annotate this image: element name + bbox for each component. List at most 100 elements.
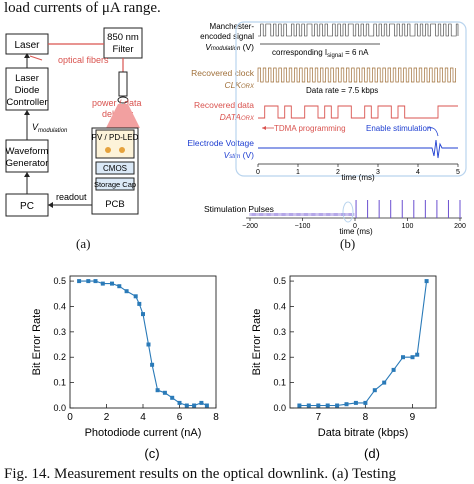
y-tick-label: 0.2 [273, 352, 286, 362]
data-point [363, 400, 368, 405]
sig1-label-3: Vmodulation (V) [205, 42, 254, 52]
tick-label: −100 [295, 223, 311, 230]
y-tick-label: 0.3 [53, 327, 66, 337]
ldc-label-2: Diode [15, 85, 40, 96]
caption-a: (a) [76, 236, 91, 251]
arrow-head [48, 202, 53, 208]
power-data-label-1: power / data [92, 98, 142, 108]
tick-label: 1 [296, 169, 300, 176]
tick-label: 0 [256, 169, 260, 176]
data-point [391, 367, 396, 372]
plot-frame [69, 275, 217, 409]
data-point [146, 342, 151, 347]
manchester-trace [258, 23, 459, 37]
y-tick-label: 0.5 [273, 276, 286, 286]
tick-label: 200 [454, 223, 466, 230]
pc-label: PC [20, 201, 34, 212]
panel-b-waveforms: Manchester- encoded signal Vmodulation (… [187, 21, 467, 236]
arrow-head [24, 172, 30, 177]
ldc-label-1: Laser [15, 73, 39, 84]
data-point [297, 403, 302, 408]
y-axis-label: Bit Error Rate [251, 309, 263, 376]
laser-diode-controller-box [5, 67, 49, 111]
x-tick-label: 7 [315, 412, 321, 423]
electrode-trace [258, 139, 458, 159]
stim-pulses-label: Stimulation Pulses [204, 204, 274, 214]
zoom-marker [342, 201, 354, 223]
laser-label: Laser [14, 40, 40, 51]
data-point [155, 388, 160, 393]
data-point [204, 403, 209, 408]
body-text-top: load currents of μA range. [4, 0, 161, 16]
filter-label-2: Filter [112, 44, 133, 55]
data-point [117, 284, 122, 289]
chart-caption: (c) [144, 446, 159, 461]
y-tick-label: 0.4 [53, 301, 66, 311]
data-point [401, 355, 405, 360]
data-rate-label: Data rate = 7.5 kbps [306, 86, 378, 95]
led-icon [119, 147, 125, 153]
optical-fibers-label: optical fibers [58, 55, 109, 65]
x-axis-label: Data bitrate (kbps) [318, 427, 408, 439]
data-point [86, 279, 91, 284]
data-point [410, 355, 415, 360]
data-point [100, 281, 105, 286]
ldc-label-3: Controller [6, 97, 47, 108]
y-tick-label: 0.5 [53, 276, 66, 286]
caption-b: (b) [340, 236, 356, 251]
y-tick-label: 0.1 [273, 378, 286, 388]
data-point [306, 403, 311, 408]
wfg-label-2: Generator [6, 158, 49, 169]
arrow-head [262, 126, 266, 130]
data-point [325, 403, 330, 408]
time-label-bottom: time (ms) [339, 227, 373, 236]
clock-trace [257, 67, 456, 83]
tick-label: 2 [336, 169, 340, 176]
data-point [415, 352, 420, 357]
sig4-label-2: Vstim (V) [224, 150, 255, 160]
data-point [353, 400, 358, 405]
data-point [124, 289, 129, 294]
ber-charts: 0.0 0.1 0.2 0.3 0.4 0.5 0 2 4 6 8 Photodiode curren… [31, 275, 437, 461]
data-point [177, 400, 182, 405]
data-point [141, 312, 145, 317]
time-label-top: time (ms) [341, 173, 375, 182]
data-point [184, 403, 189, 408]
y-tick-label: 0.3 [273, 327, 286, 337]
data-point [150, 362, 155, 367]
data-point [424, 279, 429, 284]
fiber-probe [118, 71, 128, 97]
filter-label-1: 850 nm [107, 32, 139, 43]
tick-label: 100 [402, 223, 414, 230]
data-point [110, 281, 114, 286]
x-axis-label: Photodiode current (nA) [85, 427, 202, 439]
data-point [316, 403, 321, 408]
cmos-box [95, 161, 135, 175]
tick-label: −200 [242, 223, 258, 230]
figure-caption-line: Fig. 14. Measurement results on the opti… [4, 466, 396, 482]
arrow-head [24, 110, 30, 115]
led-icon [105, 147, 111, 153]
x-tick-label: 8 [363, 412, 369, 423]
y-tick-label: 0.0 [53, 403, 66, 413]
waveform-generator-box [5, 139, 49, 173]
sig4-label-1: Electrode Voltage [187, 138, 254, 148]
tdma-label: TDMA programming [274, 124, 346, 133]
readout-label: readout [56, 192, 87, 202]
data-point [344, 402, 349, 407]
pv-label: PV / PD-LED [92, 133, 139, 142]
storage-cap-box [95, 177, 135, 191]
data-point [137, 301, 142, 306]
data-point [372, 388, 377, 393]
y-tick-label: 0.2 [53, 352, 66, 362]
sig3-label-1: Recovered data [194, 100, 254, 110]
sig2-label-1: Recovered clock [191, 68, 255, 78]
vmod-label: Vmodulation [32, 122, 68, 134]
enable-arrow [427, 127, 439, 137]
plot-frame [289, 275, 437, 409]
tick-label: 0 [353, 223, 357, 230]
data-point [199, 400, 204, 405]
sig3-label-2: DATAORX [220, 112, 255, 122]
zoom-frame [235, 21, 467, 177]
